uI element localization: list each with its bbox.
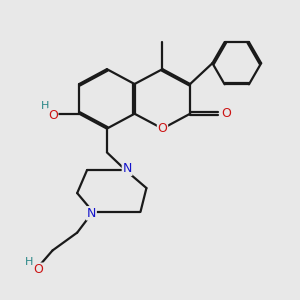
Text: N: N (122, 162, 132, 175)
Text: H: H (40, 101, 49, 111)
Text: O: O (221, 107, 231, 120)
Text: O: O (48, 109, 58, 122)
Text: O: O (34, 263, 44, 276)
Text: N: N (87, 207, 96, 220)
Text: H: H (25, 257, 33, 267)
Text: O: O (158, 122, 167, 135)
